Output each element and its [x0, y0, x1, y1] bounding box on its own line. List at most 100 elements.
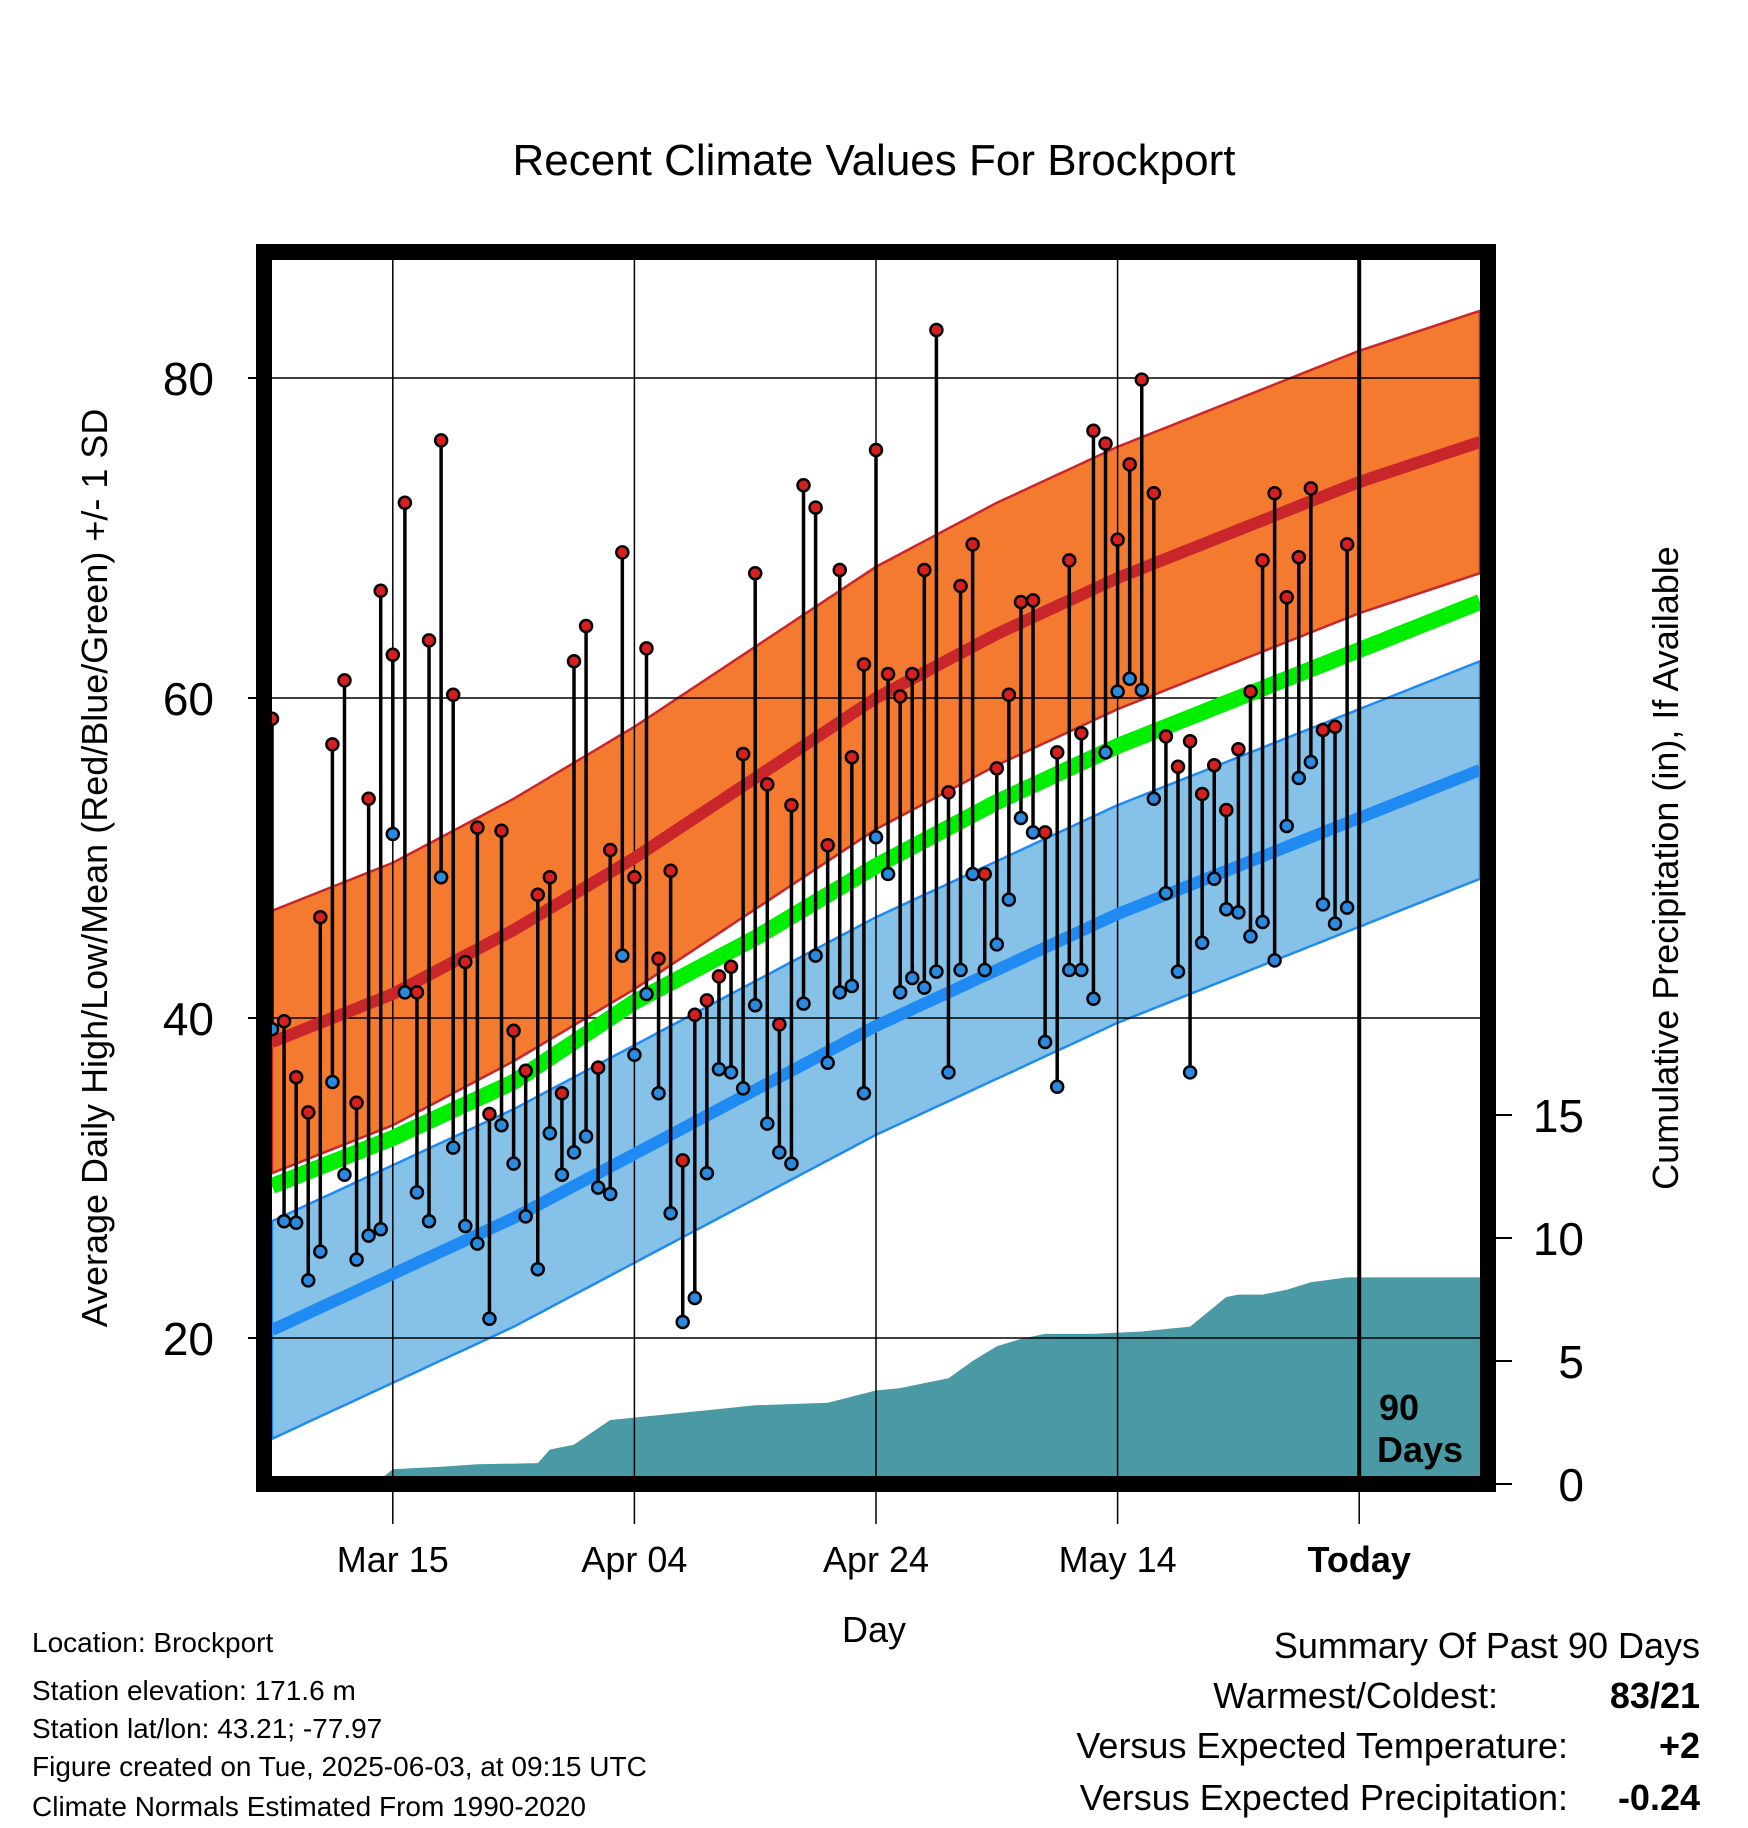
x-tick-label: Today — [1308, 1539, 1411, 1580]
high-marker — [313, 909, 328, 925]
low-marker — [1049, 1079, 1065, 1095]
y-tick-label: 40 — [163, 993, 214, 1045]
high-marker — [784, 797, 799, 813]
summary-warmest-label: Warmest/Coldest: — [1213, 1675, 1498, 1716]
low-marker — [977, 962, 992, 978]
high-marker — [482, 1106, 497, 1122]
summary-panel: Summary Of Past 90 Days Warmest/Coldest:… — [1076, 1625, 1700, 1818]
low-marker — [880, 866, 896, 882]
high-marker — [675, 1153, 690, 1168]
high-marker — [856, 657, 872, 672]
high-marker — [337, 673, 352, 688]
high-marker — [1339, 537, 1355, 552]
high-marker — [530, 887, 546, 903]
high-marker — [506, 1023, 521, 1039]
low-marker — [760, 1116, 775, 1131]
summary-warmest-value: 83/21 — [1610, 1675, 1700, 1716]
low-marker — [711, 1061, 727, 1077]
axes: 20 40 60 80 0 5 10 15 Mar 15 Apr 04 Apr 24 May 14 To… — [163, 353, 1584, 1580]
high-marker — [361, 791, 376, 807]
high-marker — [917, 562, 932, 578]
high-marker — [1049, 745, 1065, 760]
low-marker — [844, 978, 860, 994]
high-marker — [494, 823, 509, 839]
low-marker — [892, 985, 908, 1000]
low-marker — [1122, 671, 1137, 687]
low-marker — [1194, 935, 1210, 951]
low-marker — [953, 962, 968, 978]
high-marker — [1086, 423, 1101, 439]
low-marker — [445, 1140, 461, 1155]
footer-latlon: Station lat/lon: 43.21; -77.97 — [32, 1713, 382, 1744]
low-marker — [615, 948, 630, 963]
y2-tick-label: 0 — [1558, 1459, 1584, 1511]
low-marker — [300, 1273, 316, 1288]
low-marker — [421, 1213, 437, 1229]
low-marker — [590, 1180, 606, 1195]
low-marker — [1086, 991, 1101, 1007]
mean-normal-line — [269, 594, 1483, 1194]
low-marker — [747, 997, 763, 1013]
high-marker — [1134, 372, 1150, 387]
low-marker — [276, 1213, 292, 1229]
x-tick-label: Apr 04 — [581, 1539, 687, 1580]
low-marker — [796, 996, 811, 1011]
low-marker — [1315, 897, 1331, 912]
high-marker — [699, 993, 715, 1008]
high-marker — [723, 959, 739, 975]
high-marker — [578, 618, 594, 634]
high-marker — [1219, 802, 1234, 818]
high-marker — [977, 866, 992, 882]
footer-location: Location: Brockport — [32, 1627, 273, 1658]
low-marker — [373, 1221, 388, 1237]
high-marker — [566, 653, 582, 669]
today-days-label: 90 — [1379, 1387, 1419, 1428]
footer-elevation: Station elevation: 171.6 m — [32, 1675, 356, 1706]
y2-tick-label: 5 — [1558, 1336, 1584, 1388]
low-marker — [578, 1129, 594, 1144]
high-marker — [820, 837, 835, 853]
high-marker — [1315, 722, 1331, 738]
low-marker — [808, 948, 823, 963]
high-marker — [288, 1069, 304, 1085]
high-marker — [445, 687, 461, 703]
high-marker — [385, 647, 401, 663]
low-marker — [1013, 810, 1029, 826]
low-marker — [361, 1228, 376, 1243]
chart-title: Recent Climate Values For Brockport — [512, 136, 1235, 185]
high-marker — [1170, 759, 1186, 775]
low-marker — [784, 1156, 799, 1171]
low-marker — [941, 1065, 956, 1080]
high-marker — [953, 578, 968, 594]
low-marker — [1110, 684, 1125, 699]
low-marker — [337, 1167, 352, 1183]
low-marker — [904, 970, 920, 986]
high-marker — [1098, 436, 1113, 451]
high-marker — [639, 641, 654, 656]
low-marker — [1291, 770, 1307, 786]
low-marker — [397, 985, 413, 1000]
x-tick-label: May 14 — [1059, 1539, 1177, 1580]
y-axis-label: Average Daily High/Low/Mean (Red/Blue/Gr… — [74, 409, 115, 1328]
low-marker — [542, 1125, 558, 1141]
high-marker — [373, 583, 388, 599]
summary-title: Summary Of Past 90 Days — [1274, 1625, 1700, 1666]
low-marker — [554, 1167, 570, 1183]
x-tick-label: Mar 15 — [337, 1539, 449, 1580]
high-marker — [929, 322, 944, 338]
low-marker — [1219, 901, 1234, 917]
low-marker — [868, 829, 884, 845]
high-marker — [1206, 757, 1222, 773]
footer-normals: Climate Normals Estimated From 1990-2020 — [32, 1791, 586, 1822]
x-axis-label: Day — [842, 1609, 906, 1650]
low-marker — [494, 1117, 509, 1133]
high-marker — [349, 1095, 364, 1111]
high-marker — [832, 562, 848, 578]
footer-created: Figure created on Tue, 2025-06-03, at 09… — [32, 1751, 647, 1782]
high-marker — [1013, 594, 1029, 610]
high-marker — [1291, 549, 1307, 565]
high-marker — [409, 985, 425, 1000]
low-marker — [965, 866, 980, 882]
high-marker — [1327, 719, 1343, 735]
